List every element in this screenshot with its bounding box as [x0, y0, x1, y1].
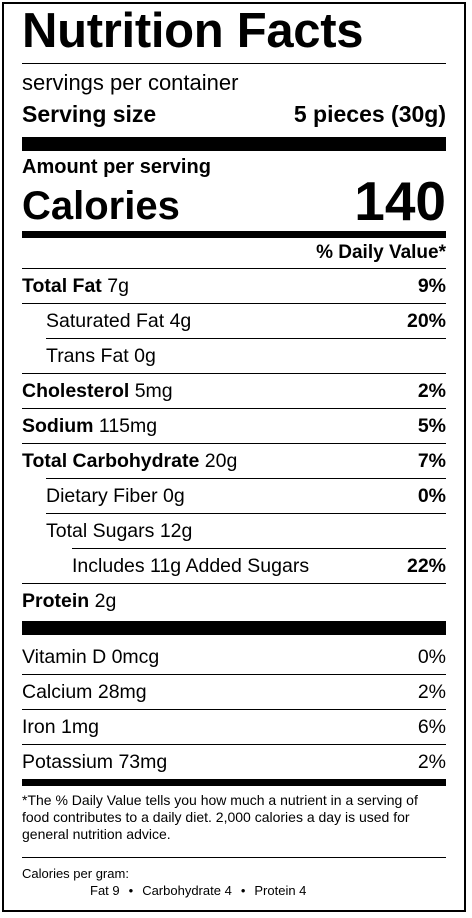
nutrient-label: Includes 11g Added Sugars — [72, 555, 310, 577]
servings-per-container: servings per container — [22, 70, 239, 95]
nutrient-row-saturated-fat: Saturated Fat 4g 20% — [22, 304, 446, 338]
bullet-separator: • — [128, 883, 134, 898]
vitamin-row-iron: Iron 1mg 6% — [22, 710, 446, 744]
nutrient-label: Saturated Fat — [46, 310, 165, 332]
nutrient-label: Total Carbohydrate — [22, 450, 200, 472]
serving-size-row: Serving size 5 pieces (30g) — [22, 100, 446, 128]
medium-divider — [22, 231, 446, 238]
label-content: Nutrition Facts servings per container S… — [22, 4, 446, 910]
vitamin-row-potassium: Potassium 73mg 2% — [22, 745, 446, 779]
vitamin-dv: 0% — [417, 646, 446, 668]
nutrient-label: Cholesterol — [22, 380, 130, 402]
nutrient-row-dietary-fiber: Dietary Fiber 0g 0% — [22, 479, 446, 513]
nutrient-label: Protein — [22, 590, 90, 612]
vitamin-row-calcium: Calcium 28mg 2% — [22, 675, 446, 709]
nutrient-dv: 2% — [417, 380, 446, 402]
thick-divider — [22, 621, 446, 635]
divider — [22, 857, 446, 858]
nutrient-row-total-carbohydrate: Total Carbohydrate 20g 7% — [22, 444, 446, 478]
nutrient-amount: 20g — [204, 450, 238, 472]
cpg-carbohydrate: Carbohydrate 4 — [142, 883, 232, 898]
vitamin-label: Vitamin D 0mcg — [22, 646, 160, 668]
vitamin-label: Calcium 28mg — [22, 681, 147, 703]
nutrient-amount: 5mg — [134, 380, 173, 402]
nutrient-dv: 9% — [417, 275, 446, 297]
serving-size-value: 5 pieces (30g) — [293, 101, 446, 127]
nutrient-row-added-sugars: Includes 11g Added Sugars 22% — [22, 549, 446, 583]
bullet-separator: • — [240, 883, 246, 898]
vitamin-label: Iron 1mg — [22, 716, 99, 738]
nutrient-amount: 7g — [107, 275, 129, 297]
nutrient-amount: 12g — [159, 520, 193, 542]
calories-per-gram-values: Fat 9 • Carbohydrate 4 • Protein 4 — [90, 883, 306, 899]
nutrient-row-cholesterol: Cholesterol 5mg 2% — [22, 374, 446, 408]
divider — [22, 373, 446, 374]
divider — [22, 443, 446, 444]
nutrient-dv: 0% — [417, 485, 446, 507]
divider — [72, 548, 446, 549]
nutrient-label: Total Sugars — [46, 520, 155, 542]
nutrient-row-total-fat: Total Fat 7g 9% — [22, 269, 446, 303]
cpg-protein: Protein 4 — [254, 883, 307, 898]
serving-size-label: Serving size — [22, 101, 157, 127]
nutrient-label: Trans Fat — [46, 345, 129, 367]
medium-divider — [22, 779, 446, 786]
nutrient-label: Dietary Fiber — [46, 485, 158, 507]
vitamin-row-vitamin-d: Vitamin D 0mcg 0% — [22, 640, 446, 674]
divider — [46, 338, 446, 339]
vitamin-dv: 2% — [417, 751, 446, 773]
nutrition-facts-label: Nutrition Facts servings per container S… — [2, 2, 466, 912]
nutrient-amount: 4g — [169, 310, 192, 332]
amount-per-serving: Amount per serving — [22, 156, 211, 178]
calories-per-gram-label: Calories per gram: — [22, 866, 129, 881]
nutrient-row-protein: Protein 2g — [22, 584, 446, 618]
divider — [22, 709, 446, 710]
divider — [22, 744, 446, 745]
nutrient-amount: 0g — [134, 345, 156, 367]
daily-value-footnote: *The % Daily Value tells you how much a … — [22, 792, 418, 842]
nutrient-amount: 0g — [163, 485, 185, 507]
thick-divider — [22, 137, 446, 151]
nutrient-label: Sodium — [22, 415, 94, 437]
divider — [46, 478, 446, 479]
calories-label: Calories — [22, 184, 180, 228]
divider — [22, 583, 446, 584]
vitamin-dv: 2% — [417, 681, 446, 703]
divider — [22, 303, 446, 304]
calories-value: 140 — [354, 170, 446, 232]
nutrient-row-sodium: Sodium 115mg 5% — [22, 409, 446, 443]
divider — [22, 674, 446, 675]
divider — [46, 513, 446, 514]
nutrient-amount: 2g — [94, 590, 117, 612]
nutrient-dv: 5% — [417, 415, 446, 437]
label-title: Nutrition Facts — [22, 4, 364, 58]
vitamin-dv: 6% — [417, 716, 446, 738]
nutrient-label: Total Fat — [22, 275, 102, 297]
nutrient-dv: 22% — [406, 555, 446, 577]
cpg-fat: Fat 9 — [90, 883, 120, 898]
nutrient-dv: 7% — [417, 450, 446, 472]
nutrient-dv: 20% — [406, 310, 446, 332]
vitamin-label: Potassium 73mg — [22, 751, 168, 773]
divider — [22, 408, 446, 409]
daily-value-header: % Daily Value* — [316, 242, 446, 263]
divider — [22, 268, 446, 269]
nutrient-row-total-sugars: Total Sugars 12g — [22, 514, 446, 548]
nutrient-row-trans-fat: Trans Fat 0g — [22, 339, 446, 373]
divider — [22, 63, 446, 64]
nutrient-amount: 115mg — [98, 415, 158, 437]
